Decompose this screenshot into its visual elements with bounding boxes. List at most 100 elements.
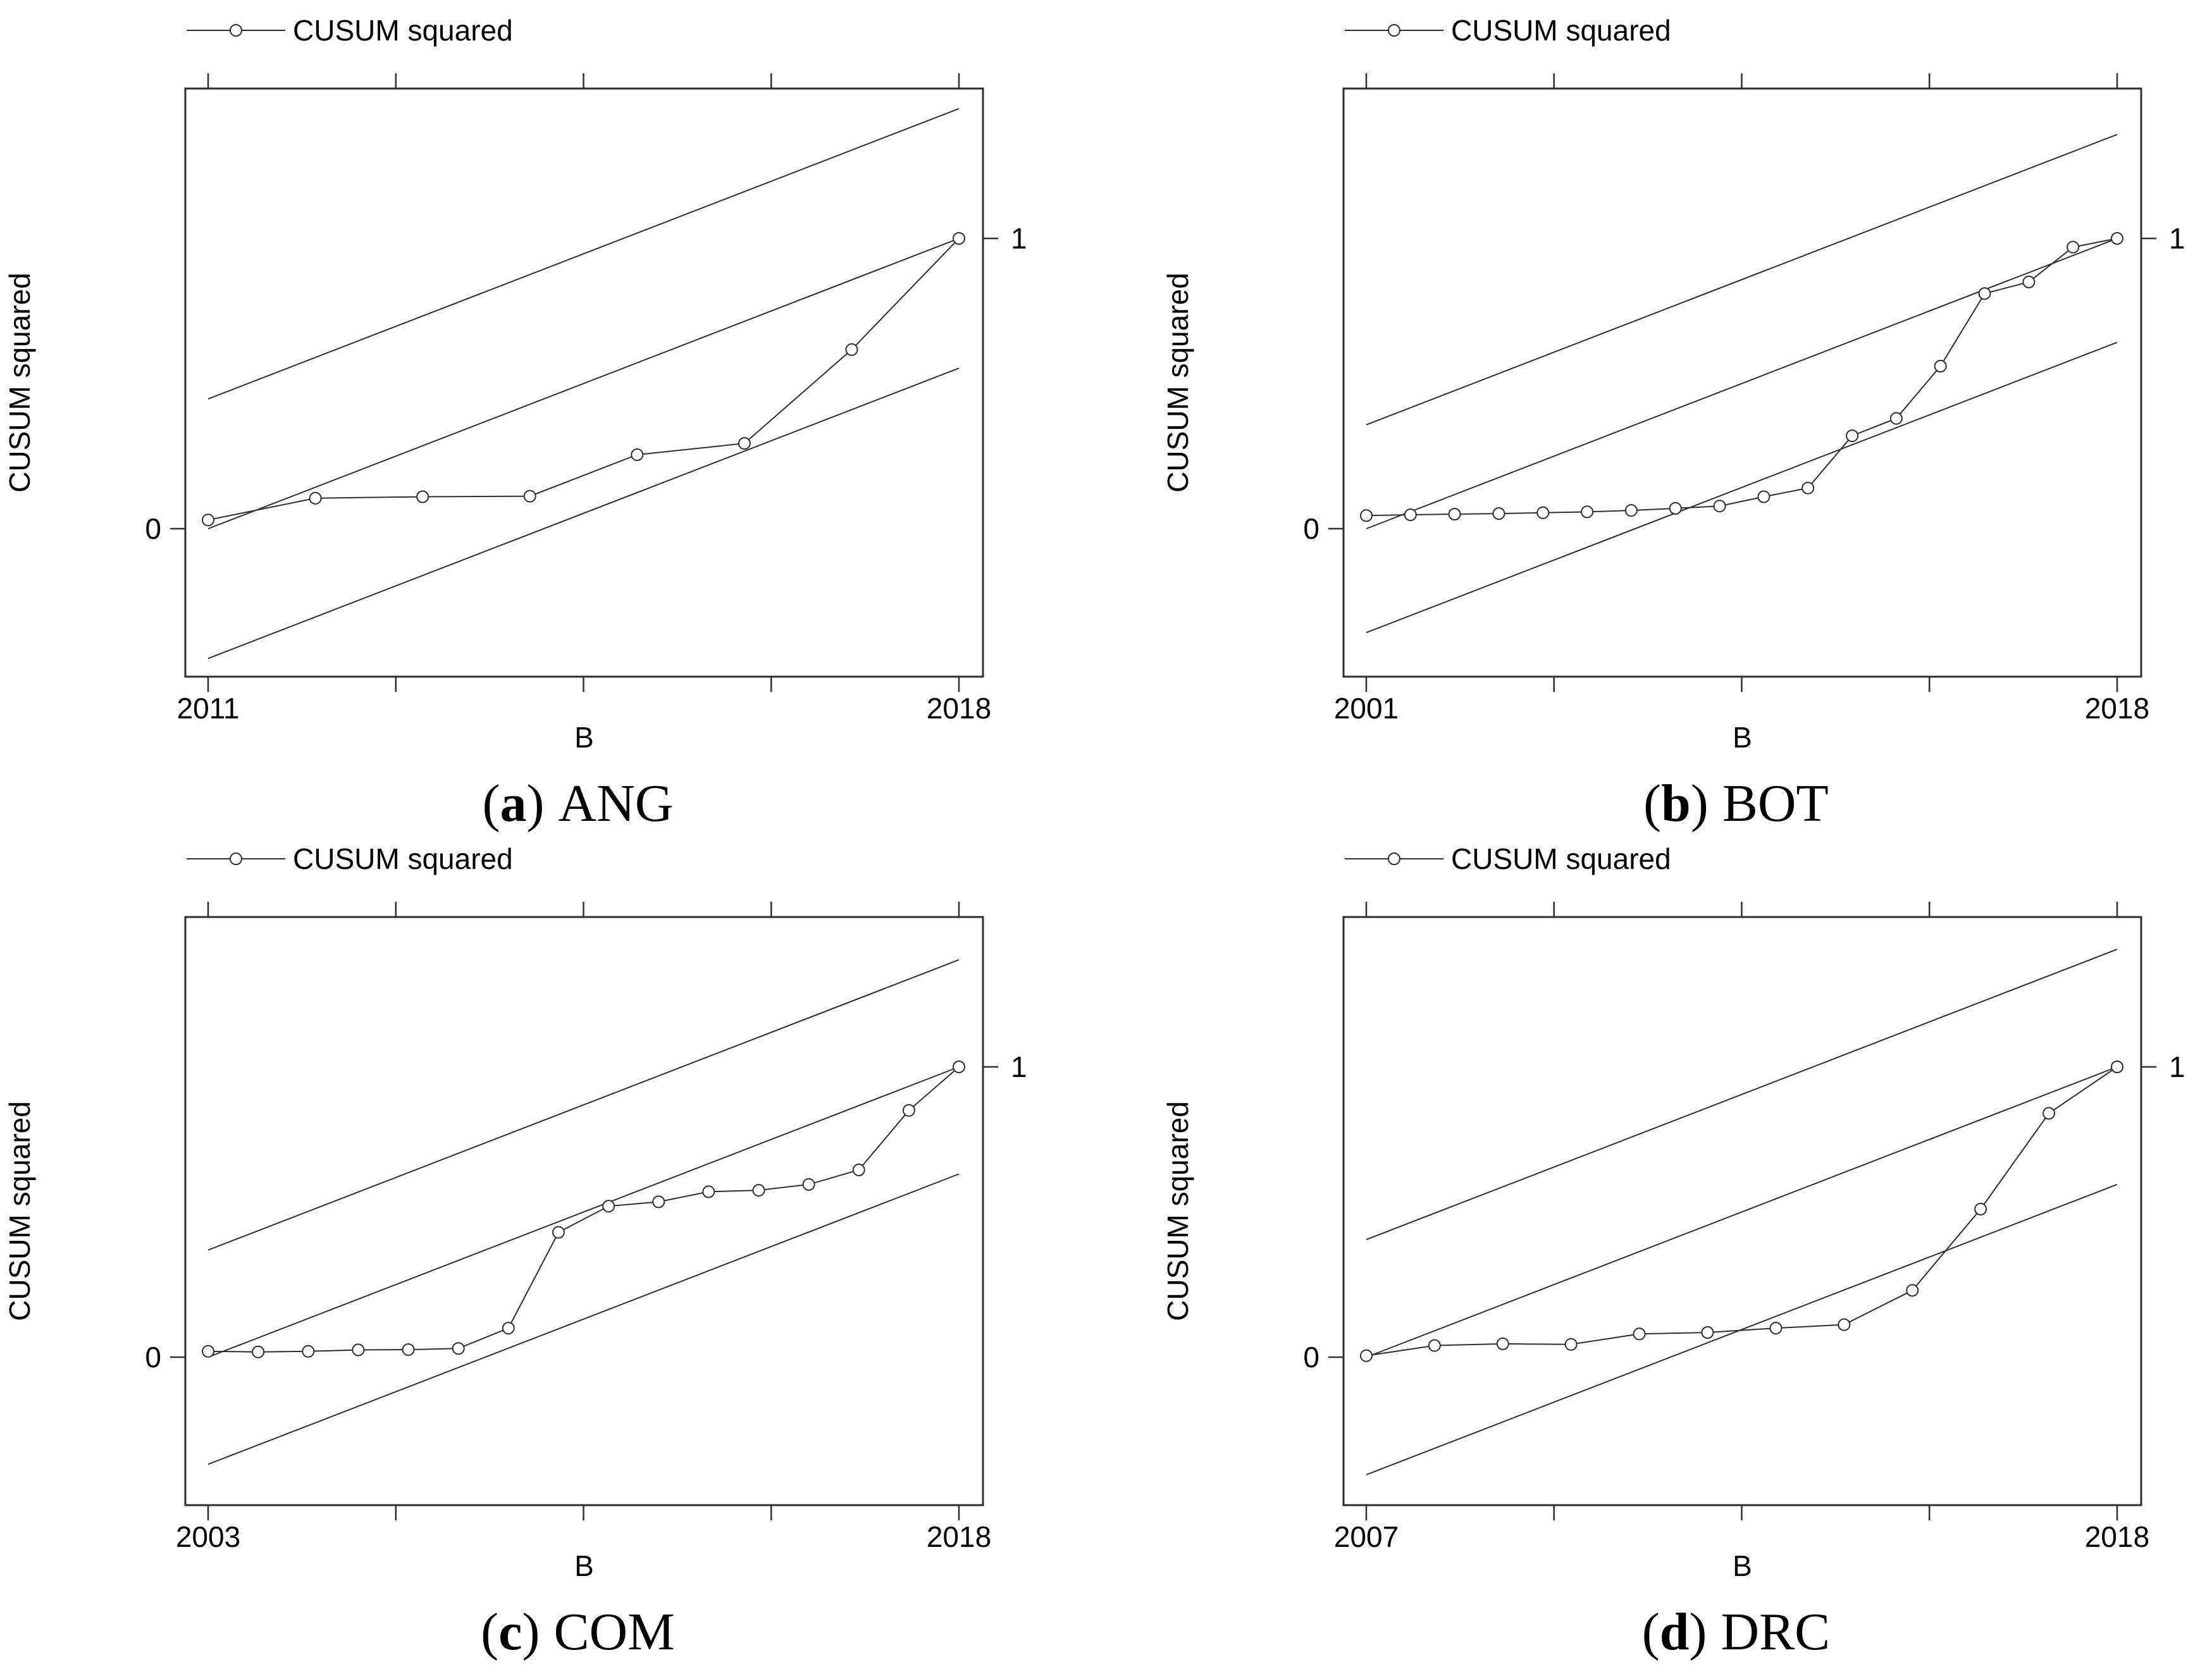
- series-marker: [953, 1061, 965, 1073]
- series-marker: [1536, 506, 1550, 519]
- caption-letter: d: [1660, 1603, 1690, 1661]
- series-marker: [1496, 1337, 1509, 1350]
- y-tick-label-one: 1: [2169, 1050, 2185, 1083]
- upper-bound-line: [207, 959, 960, 1251]
- series-marker: [402, 1343, 415, 1357]
- panel-caption: (d) DRC: [1642, 1603, 1830, 1661]
- reference-line: [207, 1066, 960, 1358]
- series-marker: [1492, 507, 1505, 520]
- caption-paren-close: ): [522, 1603, 540, 1661]
- series-marker: [902, 1104, 915, 1117]
- series-marker: [252, 1345, 265, 1358]
- caption-paren-open: (: [481, 1603, 498, 1661]
- series-marker: [1669, 502, 1682, 515]
- reference-line: [1366, 1066, 2118, 1358]
- series-marker: [552, 1226, 565, 1239]
- caption-paren-close: ): [1690, 1603, 1707, 1661]
- y-tick-label-one: 1: [2169, 222, 2185, 255]
- x-axis-title: B: [574, 1549, 594, 1582]
- series-marker: [2111, 1061, 2123, 1073]
- caption-name: DRC: [1721, 1603, 1830, 1661]
- caption-letter: a: [500, 774, 527, 833]
- series-marker: [1801, 481, 1815, 495]
- series-marker: [845, 343, 858, 356]
- panel-c: CUSUM squared 0 1 2003 2018 B CUSUM squared (c)…: [3, 842, 1027, 1661]
- x-axis-title: B: [1733, 1549, 1752, 1582]
- series-marker: [1701, 1326, 1714, 1339]
- x-tick-label-end: 2018: [2085, 692, 2149, 725]
- lower-bound-line: [1366, 1183, 2118, 1475]
- legend-marker-icon: [1388, 852, 1400, 865]
- lower-bound-line: [207, 1173, 960, 1465]
- legend-label: CUSUM squared: [293, 842, 513, 875]
- x-tick-label-start: 2003: [176, 1520, 240, 1553]
- series-line: [207, 1066, 960, 1353]
- caption-paren-open: (: [483, 774, 500, 833]
- series-line: [1366, 1066, 2118, 1357]
- series-marker: [202, 1345, 214, 1358]
- series-marker: [1757, 490, 1770, 503]
- y-tick-label-zero: 0: [145, 512, 161, 545]
- y-axis-title: CUSUM squared: [1161, 1101, 1194, 1321]
- lower-bound-line: [1366, 342, 2118, 634]
- y-axis-title: CUSUM squared: [3, 1101, 36, 1321]
- series-marker: [1713, 500, 1726, 513]
- series-marker: [1633, 1327, 1646, 1341]
- series-marker: [416, 490, 429, 503]
- upper-bound-line: [1366, 949, 2118, 1241]
- x-tick-label-start: 2007: [1334, 1520, 1399, 1553]
- x-tick-label-end: 2018: [2085, 1520, 2149, 1553]
- series-marker: [1448, 508, 1461, 520]
- series-marker: [852, 1163, 865, 1176]
- series-marker: [1906, 1284, 1919, 1297]
- series-marker: [1978, 287, 1991, 300]
- y-tick-label-zero: 0: [1303, 512, 1319, 545]
- series-marker: [2111, 232, 2123, 245]
- caption-paren-open: (: [1642, 1603, 1660, 1661]
- x-tick-label-start: 2001: [1334, 692, 1399, 725]
- series-marker: [2067, 240, 2080, 254]
- series-marker: [1428, 1339, 1441, 1352]
- panel-caption: (a) ANG: [483, 774, 674, 833]
- series-marker: [631, 448, 644, 461]
- series-marker: [1974, 1202, 1987, 1215]
- x-axis-title: B: [1733, 721, 1752, 754]
- series-marker: [452, 1342, 465, 1355]
- legend-label: CUSUM squared: [1451, 14, 1671, 47]
- legend-marker-icon: [230, 852, 242, 865]
- x-tick-label-end: 2018: [927, 1520, 991, 1553]
- series-line: [1366, 238, 2118, 517]
- x-tick-label-end: 2018: [927, 692, 991, 725]
- series-marker: [652, 1195, 665, 1209]
- panel-d: CUSUM squared 0 1 2007 2018 B CUSUM squared (d)…: [1161, 842, 2185, 1661]
- series-line: [207, 238, 960, 521]
- caption-paren-close: ): [1691, 774, 1708, 833]
- panel-a: CUSUM squared 0 1 2011 2018 B CUSUM squared (a)…: [3, 14, 1027, 833]
- series-marker: [302, 1345, 315, 1358]
- series-marker: [1934, 360, 1947, 372]
- panel-b: CUSUM squared 0 1 2001 2018 B CUSUM squared (b)…: [1161, 14, 2185, 833]
- series-marker: [1769, 1322, 1783, 1335]
- series-marker: [1889, 412, 1903, 425]
- y-axis-title: CUSUM squared: [3, 273, 36, 493]
- caption-letter: c: [498, 1603, 522, 1661]
- legend-label: CUSUM squared: [293, 14, 513, 47]
- series-marker: [1360, 1349, 1373, 1362]
- y-tick-label-zero: 0: [1303, 1341, 1319, 1374]
- series-marker: [1838, 1318, 1851, 1331]
- series-marker: [1404, 508, 1417, 521]
- y-tick-label-one: 1: [1011, 222, 1027, 255]
- upper-bound-line: [207, 108, 960, 400]
- series-marker: [953, 232, 965, 245]
- series-marker: [2042, 1107, 2056, 1120]
- series-marker: [2022, 275, 2036, 288]
- series-marker: [523, 489, 536, 503]
- panel-caption: (c) COM: [481, 1603, 675, 1661]
- y-tick-label-one: 1: [1011, 1050, 1027, 1083]
- series-marker: [738, 437, 751, 450]
- upper-bound-line: [1366, 133, 2118, 426]
- series-marker: [309, 491, 322, 505]
